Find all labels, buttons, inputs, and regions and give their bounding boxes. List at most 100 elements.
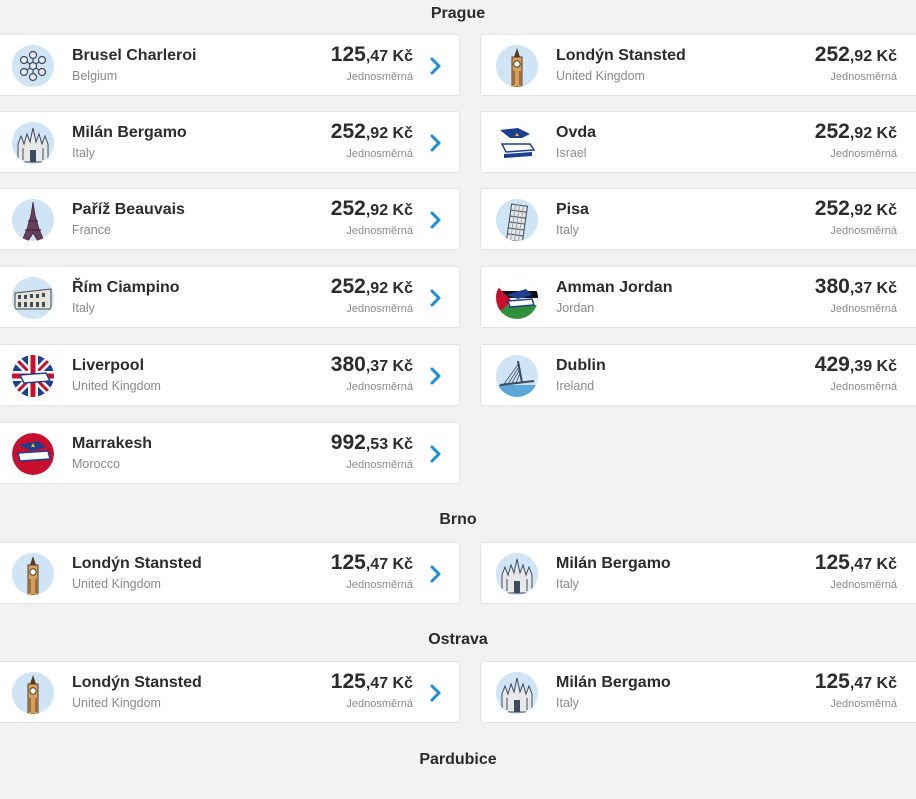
price-currency: Kč: [872, 202, 897, 219]
route-card[interactable]: Dublin Ireland 429,39 Kč Jednosměrná: [480, 344, 916, 406]
price: 992,53 Kč: [331, 431, 413, 455]
price-currency: Kč: [872, 556, 897, 573]
section-title-ostrava: Ostrava: [428, 631, 488, 648]
trip-type: Jednosměrná: [830, 303, 897, 315]
route-card[interactable]: Marrakesh Morocco 992,53 Kč Jednosměrná: [0, 422, 460, 484]
plane-tail-uk-icon: [12, 355, 54, 397]
chevron-right-icon[interactable]: [429, 683, 443, 703]
chevron-right-icon[interactable]: [429, 210, 443, 230]
price-integer: 429: [814, 353, 850, 376]
destination-country: United Kingdom: [72, 696, 161, 710]
chevron-right-icon[interactable]: [429, 288, 443, 308]
trip-type: Jednosměrná: [346, 381, 413, 393]
price: 252,92 Kč: [331, 275, 413, 299]
chevron-right-icon[interactable]: [429, 366, 443, 386]
section-title-brno: Brno: [439, 511, 477, 528]
trip-type: Jednosměrná: [830, 71, 897, 83]
section-title-prague: Prague: [430, 5, 486, 22]
price-currency: Kč: [872, 675, 897, 692]
destination-name: Ovda: [556, 124, 597, 141]
price-integer: 252: [814, 120, 850, 143]
price-currency: Kč: [388, 358, 413, 375]
destination-country: Belgium: [72, 69, 118, 83]
destination-name: Milán Bergamo: [72, 124, 187, 141]
price-integer: 125: [330, 43, 366, 66]
destination-name: Milán Bergamo: [556, 555, 671, 572]
route-card[interactable]: Paříž Beauvais France 252,92 Kč Jednosmě…: [0, 188, 460, 250]
price-currency: Kč: [388, 48, 413, 65]
price-integer: 125: [330, 551, 366, 574]
chevron-right-icon[interactable]: [429, 56, 443, 76]
bridge-icon: [496, 355, 538, 397]
destination-name: Brusel Charleroi: [72, 47, 197, 64]
trip-type: Jednosměrná: [346, 579, 413, 591]
price-decimal: ,39: [849, 358, 873, 375]
price-currency: Kč: [872, 358, 897, 375]
price-decimal: ,37: [849, 280, 873, 297]
route-card[interactable]: Řím Ciampino Italy 252,92 Kč Jednosměrná: [0, 266, 460, 328]
price-decimal: ,47: [849, 675, 873, 692]
destination-name: Londýn Stansted: [72, 555, 202, 572]
route-card[interactable]: Milán Bergamo Italy 252,92 Kč Jednosměrn…: [0, 111, 460, 173]
trip-type: Jednosměrná: [830, 698, 897, 710]
big-ben-icon: [12, 672, 54, 714]
price-currency: Kč: [872, 48, 897, 65]
route-card[interactable]: Liverpool United Kingdom 380,37 Kč Jedno…: [0, 344, 460, 406]
price: 125,47 Kč: [815, 670, 897, 694]
destination-name: Marrakesh: [72, 435, 153, 452]
route-card[interactable]: Brusel Charleroi Belgium 125,47 Kč Jedno…: [0, 34, 460, 96]
destination-name: Paříž Beauvais: [72, 201, 185, 218]
destination-country: Italy: [72, 146, 95, 160]
price: 429,39 Kč: [815, 353, 897, 377]
destination-country: Israel: [556, 146, 587, 160]
milan-cathedral-icon: [12, 122, 54, 164]
trip-type: Jednosměrná: [346, 459, 413, 471]
trip-type: Jednosměrná: [830, 579, 897, 591]
trip-type: Jednosměrná: [346, 71, 413, 83]
destination-country: Italy: [556, 577, 579, 591]
destination-country: United Kingdom: [556, 69, 645, 83]
trip-type: Jednosměrná: [346, 148, 413, 160]
price: 125,47 Kč: [331, 43, 413, 67]
price: 252,92 Kč: [815, 43, 897, 67]
destination-country: United Kingdom: [72, 379, 161, 393]
trip-type: Jednosměrná: [830, 381, 897, 393]
price-decimal: ,92: [365, 280, 389, 297]
price-decimal: ,47: [365, 556, 389, 573]
eiffel-tower-icon: [12, 199, 54, 241]
price-integer: 125: [330, 670, 366, 693]
route-card[interactable]: Londýn Stansted United Kingdom 125,47 Kč…: [0, 661, 460, 723]
destination-name: Londýn Stansted: [556, 47, 686, 64]
price: 380,37 Kč: [331, 353, 413, 377]
destination-name: Pisa: [556, 201, 589, 218]
price-decimal: ,92: [849, 125, 873, 142]
price-decimal: ,47: [365, 48, 389, 65]
route-card[interactable]: Milán Bergamo Italy 125,47 Kč Jednosměrn…: [480, 542, 916, 604]
price-integer: 125: [814, 670, 850, 693]
price-integer: 252: [814, 43, 850, 66]
chevron-right-icon[interactable]: [429, 133, 443, 153]
price-integer: 252: [814, 197, 850, 220]
milan-cathedral-icon: [496, 553, 538, 595]
route-card[interactable]: Londýn Stansted United Kingdom 125,47 Kč…: [0, 542, 460, 604]
price-decimal: ,47: [365, 675, 389, 692]
trip-type: Jednosměrná: [830, 148, 897, 160]
price-currency: Kč: [388, 675, 413, 692]
destination-name: Řím Ciampino: [72, 279, 180, 296]
route-card[interactable]: Amman Jordan Jordan 380,37 Kč Jednosměrn…: [480, 266, 916, 328]
destination-country: France: [72, 223, 111, 237]
destination-name: Amman Jordan: [556, 279, 673, 296]
route-card[interactable]: Milán Bergamo Italy 125,47 Kč Jednosměrn…: [480, 661, 916, 723]
route-card[interactable]: Ovda Israel 252,92 Kč Jednosměrná: [480, 111, 916, 173]
route-card[interactable]: Londýn Stansted United Kingdom 252,92 Kč…: [480, 34, 916, 96]
route-card[interactable]: Pisa Italy 252,92 Kč Jednosměrná: [480, 188, 916, 250]
price: 252,92 Kč: [331, 197, 413, 221]
price-integer: 380: [330, 353, 366, 376]
price-integer: 252: [330, 197, 366, 220]
trip-type: Jednosměrná: [346, 303, 413, 315]
chevron-right-icon[interactable]: [429, 444, 443, 464]
big-ben-icon: [12, 553, 54, 595]
price-currency: Kč: [872, 125, 897, 142]
price: 252,92 Kč: [331, 120, 413, 144]
chevron-right-icon[interactable]: [429, 564, 443, 584]
